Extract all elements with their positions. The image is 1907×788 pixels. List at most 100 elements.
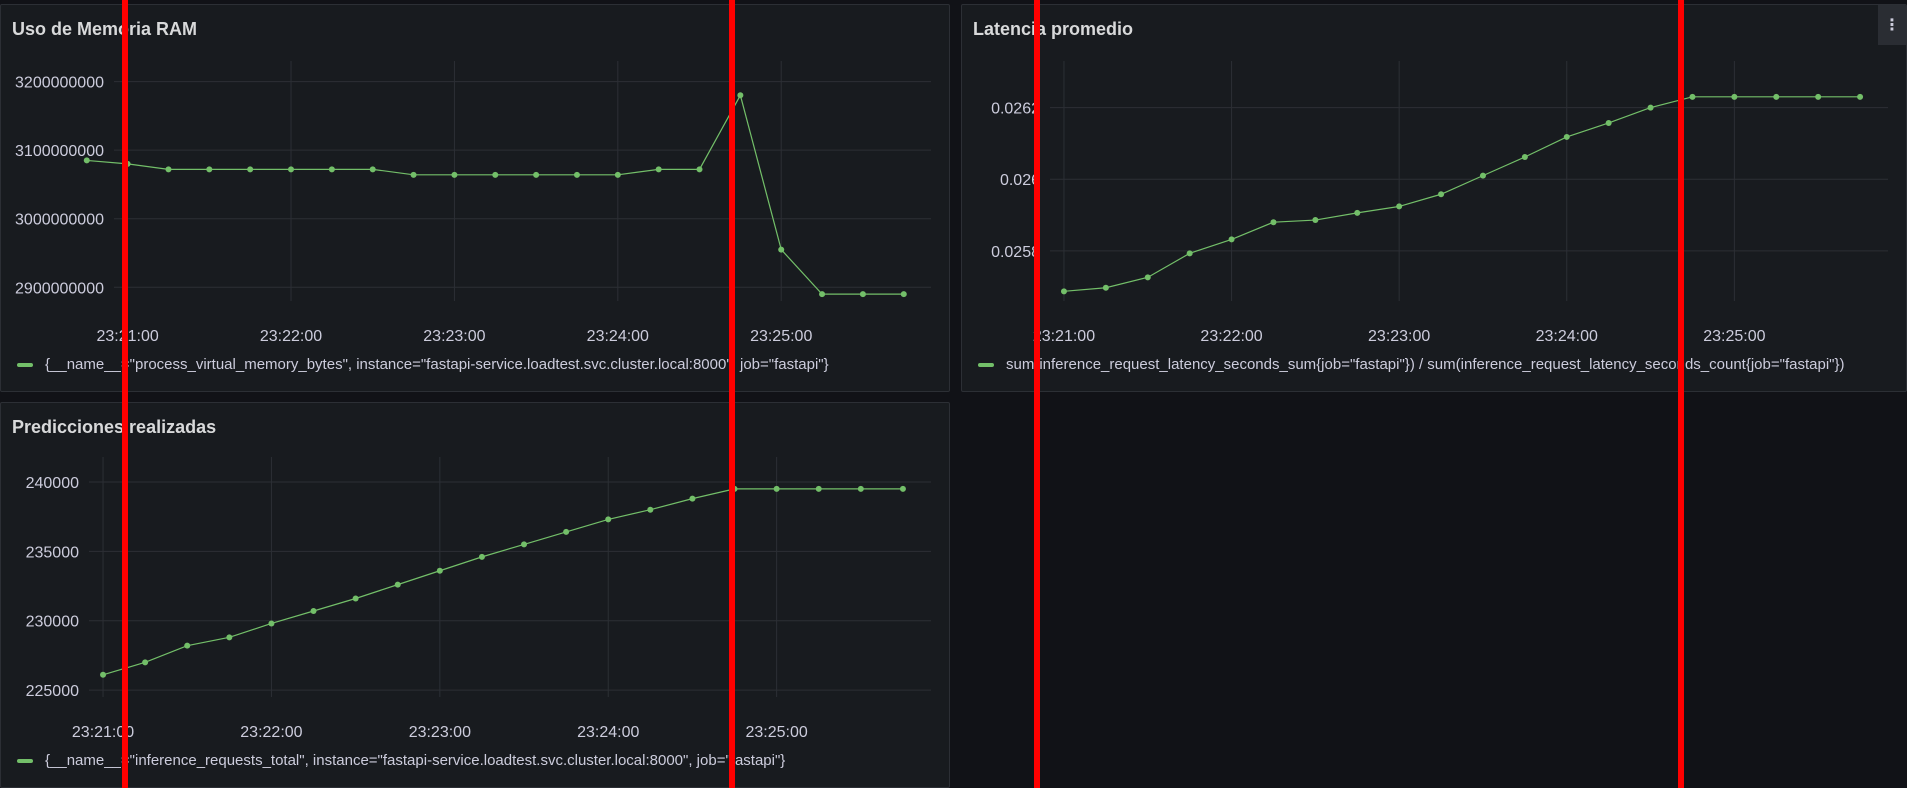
data-point[interactable] <box>1144 274 1151 281</box>
data-point[interactable] <box>492 171 499 178</box>
data-point[interactable] <box>1647 104 1654 111</box>
data-point[interactable] <box>352 595 359 602</box>
series-swatch <box>978 362 994 367</box>
data-point[interactable] <box>1563 133 1570 140</box>
x-tick-label: 23:24:00 <box>587 328 649 345</box>
x-tick-label: 23:23:00 <box>1368 328 1430 345</box>
data-point[interactable] <box>268 620 275 627</box>
data-point[interactable] <box>533 171 540 178</box>
data-point[interactable] <box>247 166 254 173</box>
data-point[interactable] <box>142 659 149 666</box>
data-point[interactable] <box>1270 219 1277 226</box>
y-tick-label: 225000 <box>26 683 79 700</box>
data-point[interactable] <box>778 246 785 253</box>
legend-item[interactable]: sum(inference_request_latency_seconds_su… <box>978 356 1844 373</box>
data-point[interactable] <box>394 581 401 588</box>
predictions-chart: 240000 235000 230000 225000 23:21:00 23:22:00… <box>26 457 931 741</box>
data-point[interactable] <box>1186 250 1193 257</box>
data-point[interactable] <box>478 553 485 560</box>
series-swatch <box>17 758 33 763</box>
x-tick-label: 23:24:00 <box>1536 328 1598 345</box>
ram-chart: 3200000000 3100000000 3000000000 2900000000… <box>15 61 931 345</box>
panel-latency: Latencia promedio ⋮ 0.0262 0.026 0.0258 23:… <box>961 4 1907 392</box>
data-point[interactable] <box>696 166 703 173</box>
panel-title: Latencia promedio <box>973 19 1134 39</box>
legend-item[interactable]: {__name__="inference_requests_total", in… <box>17 752 785 769</box>
legend-item[interactable]: {__name__="process_virtual_memory_bytes"… <box>17 356 829 373</box>
data-point[interactable] <box>410 171 417 178</box>
x-tick-label: 23:22:00 <box>260 328 322 345</box>
kebab-icon: ⋮ <box>1884 17 1900 34</box>
y-tick-label: 3100000000 <box>15 143 104 160</box>
panel-title: Uso de Memoria RAM <box>12 19 198 39</box>
legend-label: {__name__="inference_requests_total", in… <box>45 752 786 769</box>
y-tick-label: 230000 <box>26 614 79 631</box>
data-point[interactable] <box>1521 154 1528 160</box>
data-point[interactable] <box>605 516 612 523</box>
data-point[interactable] <box>1479 172 1486 179</box>
annotation-line <box>729 0 735 788</box>
x-tick-label: 23:25:00 <box>750 328 812 345</box>
panel-menu-button[interactable]: ⋮ <box>1878 5 1906 45</box>
x-tick-label: 23:25:00 <box>1703 328 1765 345</box>
y-tick-label: 240000 <box>26 475 79 492</box>
annotation-line <box>1034 0 1040 788</box>
data-point[interactable] <box>83 157 90 164</box>
data-point[interactable] <box>1815 93 1822 100</box>
y-tick-label: 0.0258 <box>991 244 1040 261</box>
data-point[interactable] <box>1857 93 1864 100</box>
x-tick-label: 23:23:00 <box>423 328 485 345</box>
data-point[interactable] <box>206 166 213 173</box>
data-point[interactable] <box>857 485 864 492</box>
x-tick-label: 23:21:00 <box>1033 328 1095 345</box>
data-point[interactable] <box>1060 288 1067 295</box>
data-point[interactable] <box>1438 191 1445 198</box>
data-point[interactable] <box>689 495 696 502</box>
data-point[interactable] <box>1312 217 1319 224</box>
data-point[interactable] <box>655 166 662 173</box>
data-point[interactable] <box>1228 236 1235 243</box>
x-tick-label: 23:23:00 <box>409 724 471 741</box>
data-point[interactable] <box>573 171 580 178</box>
data-point[interactable] <box>737 92 744 99</box>
data-point[interactable] <box>310 607 317 614</box>
x-tick-label: 23:25:00 <box>745 724 807 741</box>
y-tick-label: 0.0262 <box>991 101 1040 118</box>
data-point[interactable] <box>563 528 570 535</box>
data-point[interactable] <box>184 642 191 649</box>
legend-label: {__name__="process_virtual_memory_bytes"… <box>45 356 829 373</box>
annotation-line <box>1678 0 1684 788</box>
y-tick-label: 235000 <box>26 544 79 561</box>
data-point[interactable] <box>1731 93 1738 100</box>
panel-title: Predicciones realizadas <box>12 417 217 437</box>
data-point[interactable] <box>100 671 107 678</box>
data-point[interactable] <box>328 166 335 173</box>
data-point[interactable] <box>288 166 295 173</box>
data-point[interactable] <box>1773 93 1780 100</box>
data-point[interactable] <box>614 171 621 178</box>
data-point[interactable] <box>859 291 866 298</box>
series-swatch <box>17 362 33 367</box>
data-point[interactable] <box>436 567 443 574</box>
y-tick-label: 3200000000 <box>15 75 104 92</box>
data-point[interactable] <box>451 171 458 178</box>
data-point[interactable] <box>521 541 528 548</box>
data-point[interactable] <box>1354 209 1361 216</box>
data-point[interactable] <box>1396 203 1403 210</box>
data-point[interactable] <box>1102 284 1109 291</box>
data-point[interactable] <box>226 634 233 641</box>
data-point[interactable] <box>899 485 906 492</box>
data-point[interactable] <box>1605 119 1612 126</box>
data-point[interactable] <box>815 485 822 492</box>
data-point[interactable] <box>900 291 907 298</box>
data-point[interactable] <box>165 166 172 173</box>
y-tick-label: 3000000000 <box>15 212 104 229</box>
data-point[interactable] <box>773 485 780 492</box>
y-tick-label: 2900000000 <box>15 280 104 297</box>
data-point[interactable] <box>1689 93 1696 100</box>
series-line <box>102 488 903 676</box>
data-point[interactable] <box>819 291 826 298</box>
data-point[interactable] <box>369 166 376 173</box>
data-point[interactable] <box>647 506 654 513</box>
x-tick-label: 23:21:00 <box>72 724 134 741</box>
